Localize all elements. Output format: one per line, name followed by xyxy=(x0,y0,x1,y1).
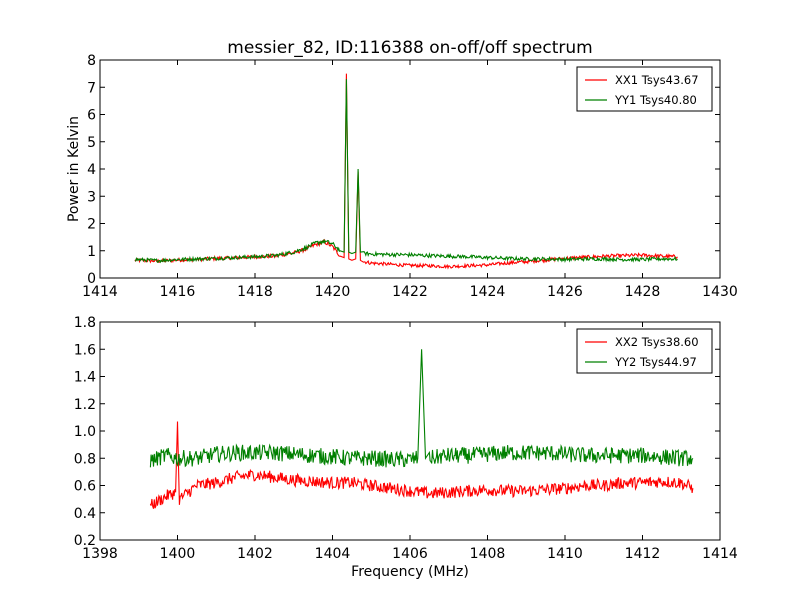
y-tick-label: 8 xyxy=(87,53,96,69)
x-tick-label: 1420 xyxy=(315,284,351,300)
series-line xyxy=(149,349,694,468)
x-tick-label: 1408 xyxy=(470,546,506,562)
y-tick-label: 1 xyxy=(87,244,96,260)
x-tick-label: 1430 xyxy=(702,284,738,300)
x-tick-label: 1422 xyxy=(392,284,428,300)
y-tick-label: 0.6 xyxy=(74,479,96,495)
x-tick-label: 1416 xyxy=(160,284,196,300)
y-tick-label: 0.4 xyxy=(74,506,96,522)
y-tick-label: 1.4 xyxy=(74,370,96,386)
x-tick-label: 1414 xyxy=(82,284,118,300)
legend: XX2 Tsys38.60 YY2 Tsys44.97 xyxy=(576,328,713,374)
chart-title: messier_82, ID:116388 on-off/off spectru… xyxy=(227,38,592,58)
x-tick-label: 1410 xyxy=(547,546,583,562)
legend-label: XX2 Tsys38.60 xyxy=(615,335,699,349)
y-tick-label: 6 xyxy=(87,108,96,124)
x-axis-label: Frequency (MHz) xyxy=(351,564,469,580)
y-axis-label: Power in Kelvin xyxy=(66,116,82,222)
legend: XX1 Tsys43.67 YY1 Tsys40.80 xyxy=(576,66,713,112)
legend-label: YY1 Tsys40.80 xyxy=(614,93,697,107)
x-tick-label: 1412 xyxy=(625,546,661,562)
y-tick-label: 2 xyxy=(87,217,96,233)
legend-label: YY2 Tsys44.97 xyxy=(614,355,697,369)
y-tick-label: 0.2 xyxy=(74,533,96,549)
y-tick-label: 5 xyxy=(87,135,96,151)
series-line xyxy=(149,421,694,509)
x-tick-label: 1424 xyxy=(470,284,506,300)
y-tick-label: 1.0 xyxy=(74,424,96,440)
x-tick-label: 1426 xyxy=(547,284,583,300)
top-plot: 1414 1416 1418 1420 1422 1424 1426 1428 1430 0 1 2 3… xyxy=(82,53,738,300)
x-tick-label: 1406 xyxy=(392,546,428,562)
y-tick-label: 4 xyxy=(87,162,96,178)
series-line xyxy=(134,79,678,264)
y-tick-label: 1.2 xyxy=(74,397,96,413)
y-tick-label: 3 xyxy=(87,189,96,205)
y-tick-label: 1.8 xyxy=(74,315,96,331)
y-tick-label: 7 xyxy=(87,80,96,96)
x-tick-label: 1428 xyxy=(625,284,661,300)
x-tick-label: 1402 xyxy=(237,546,273,562)
legend-box xyxy=(576,328,713,374)
x-tick-label: 1404 xyxy=(315,546,351,562)
legend-label: XX1 Tsys43.67 xyxy=(615,73,699,87)
x-tick-label: 1418 xyxy=(237,284,273,300)
legend-box xyxy=(576,66,713,112)
x-tick-label: 1400 xyxy=(160,546,196,562)
y-tick-label: 0.8 xyxy=(74,451,96,467)
x-tick-label: 1398 xyxy=(82,546,118,562)
bottom-plot: 1398 1400 1402 1404 1406 1408 1410 1412 1414 0.2 0… xyxy=(74,315,738,562)
y-tick-label: 0 xyxy=(87,271,96,287)
y-tick-label: 1.6 xyxy=(74,342,96,358)
x-tick-label: 1414 xyxy=(702,546,738,562)
